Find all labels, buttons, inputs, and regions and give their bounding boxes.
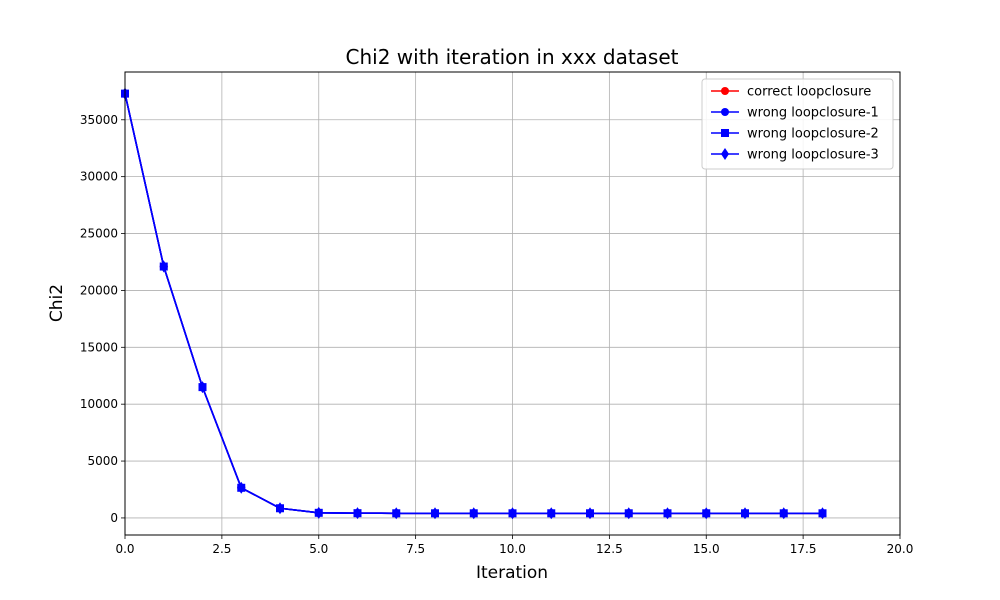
series-4 [121,87,827,520]
x-tick-label: 20.0 [887,542,914,556]
x-tick-label: 12.5 [596,542,623,556]
legend-entry: wrong loopclosure-3 [711,148,879,163]
ticks: 0.0 2.5 5.0 7.5 10.0 12.5 15.0 17.5 20.0 0 5000 100… [80,113,914,556]
series-layer [121,87,827,520]
legend-marker [721,87,729,95]
x-axis-label: Iteration [476,563,548,583]
data-point [818,507,827,520]
y-tick-label: 5000 [87,454,118,468]
y-axis-label: Chi2 [47,284,67,322]
legend-marker [721,148,729,160]
legend-marker [721,108,729,116]
x-tick-label: 5.0 [309,542,328,556]
x-tick-label: 0.0 [115,542,134,556]
data-point [353,507,362,520]
legend-label: wrong loopclosure-1 [747,106,879,121]
legend-entry: correct loopclosure [711,85,871,100]
legend: correct loopclosure wrong loopclosure-1 wr… [701,78,894,170]
y-tick-label: 10000 [80,397,118,411]
x-tick-label: 2.5 [212,542,231,556]
data-point [702,507,711,520]
legend-label: correct loopclosure [747,85,871,100]
x-tick-label: 15.0 [693,542,720,556]
y-tick-label: 20000 [80,283,118,297]
chart-title: Chi2 with iteration in xxx dataset [346,45,679,69]
data-point [159,260,168,273]
data-point [392,507,401,520]
data-point [779,507,788,520]
legend-label: wrong loopclosure-2 [747,127,879,142]
data-point [314,506,323,519]
data-point [276,502,284,515]
y-tick-label: 25000 [80,227,118,241]
data-point [547,507,556,520]
legend-entry: wrong loopclosure-1 [711,106,879,121]
data-point [663,507,672,520]
data-point [741,507,749,520]
data-point [586,507,594,520]
y-tick-label: 35000 [80,113,118,127]
data-point [198,381,207,394]
legend-label: wrong loopclosure-3 [747,148,879,163]
y-tick-label: 0 [110,511,118,525]
data-point [624,507,633,520]
x-tick-label: 17.5 [790,542,817,556]
data-point [508,507,517,520]
legend-box [701,78,894,170]
x-tick-label: 7.5 [406,542,425,556]
data-point [431,507,439,520]
legend-entry: wrong loopclosure-2 [711,127,879,142]
legend-marker [721,129,729,137]
data-point [469,507,478,520]
x-tick-label: 10.0 [499,542,526,556]
data-point [237,481,246,494]
y-tick-label: 30000 [80,170,118,184]
y-tick-label: 15000 [80,340,118,354]
